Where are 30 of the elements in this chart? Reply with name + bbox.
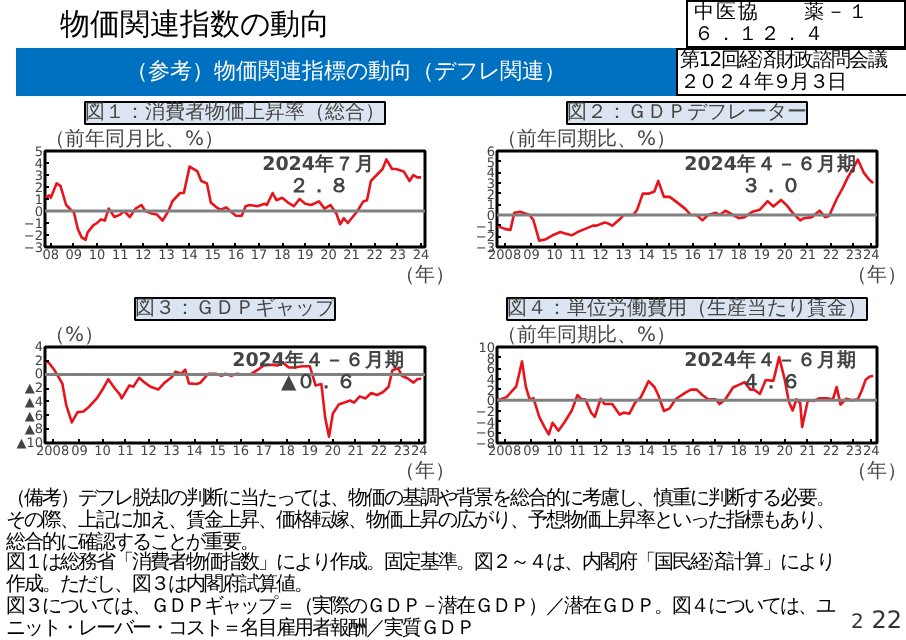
text: ２０２４年９月３日 [680,72,848,94]
annotation: 2024年４－６月期 [684,151,858,176]
x-axis-title: （年） [395,263,455,287]
chart-title: 図２：ＧＤＰデフレーター [567,102,807,124]
annotation: ▲０．６ [280,371,357,394]
line-series [45,158,423,242]
annotation: ３．０ [740,175,801,198]
x-axis-title: （年） [847,263,906,287]
text: 2 [851,612,864,634]
caption: 図１は総務省「消費者物価指数」により作成。固定基準。図２～４は、内閣府「国民経済計算」により作成。ただし、図３は内閣府試算値。 [6,552,836,597]
y-axis-title: （%） [45,325,105,347]
text: 物価関連指数の動向 [60,4,330,46]
text: 第12回経済財政諮問会議 [680,50,887,72]
text: 中医協 薬－１ [694,2,870,24]
line-series [497,158,875,242]
annotation: 2024年４－６月期 [684,347,858,372]
annotation: 2024年７月 [262,151,376,176]
caption: 図３については、ＧＤＰギャップ＝（実際のＧＤＰ－潜在ＧＤＰ）／潜在ＧＤＰ。図４については、ユニット・レーバー・コスト＝名目雇用者報酬／実質ＧＤＰ [6,595,836,640]
annotation: ２．８ [288,175,349,198]
y-axis-title: （前年同期比、%） [497,323,677,347]
chart-title: 図１：消費者物価上昇率（総合） [85,100,385,124]
y-axis-title: （前年同期比、%） [497,127,677,151]
x-axis-title: （年） [847,459,906,483]
text: （備考）デフレ脱却の判断に当たっては、物価の基調や背景を総合的に考慮し、慎重に判断する必要。その際、上記に加え、賃金上昇、価格転嫁、物価上昇の広がり、予想物価上昇率といった指標もあり、総合的に確認することが重要。 [6,488,836,554]
chart-title: 図４：単位労働費用（生産当たり賃金） [507,296,867,320]
text: （参考）物価関連指標の動向（デフレ関連） [126,56,566,88]
x-axis-title: （年） [395,459,455,483]
text: 22 [871,606,902,634]
y-axis-title: （前年同月比、%） [45,127,225,151]
text: ６．１２．４ [694,24,828,46]
